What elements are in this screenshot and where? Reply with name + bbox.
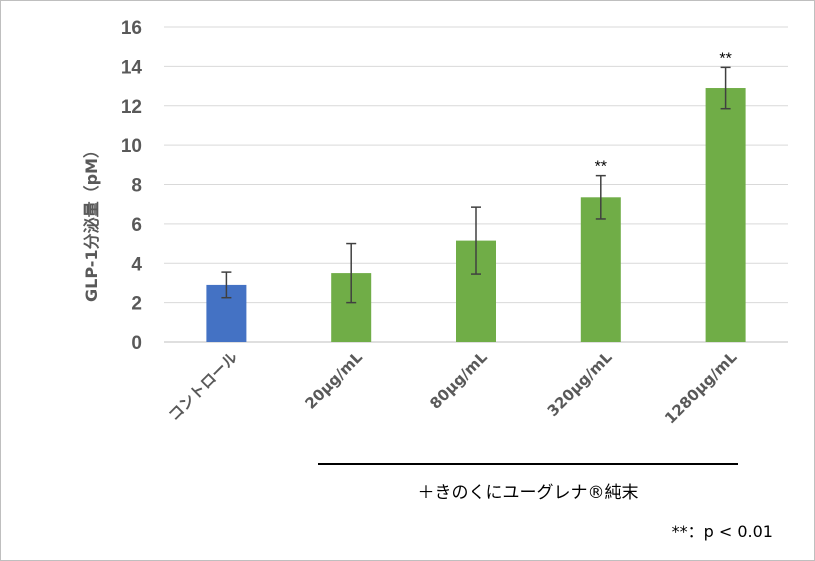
- x-tick-label: 20μg/mL: [301, 348, 366, 413]
- gridlines: [164, 26, 788, 343]
- x-tick-label: 1280μg/mL: [661, 348, 741, 428]
- significance-note: **：p < 0.01: [672, 522, 773, 541]
- y-tick-label: 4: [131, 254, 142, 275]
- x-tick-label: 80μg/mL: [426, 348, 491, 413]
- y-axis-label: GLP-1分泌量（pM）: [82, 142, 101, 302]
- y-tick-label: 0: [131, 333, 142, 354]
- significance-mark: **: [595, 159, 607, 176]
- y-tick-label: 10: [121, 136, 142, 157]
- y-tick-label: 12: [121, 97, 142, 118]
- significance-mark: **: [719, 50, 731, 67]
- bar: [705, 88, 746, 342]
- y-tick-label: 8: [131, 176, 142, 197]
- bar: [580, 197, 621, 342]
- y-tick-labels: 0 2 4 6 8 10 12 14 16: [121, 18, 143, 354]
- x-tick-label: 320μg/mL: [544, 348, 616, 420]
- x-tick-label: コントロール: [165, 348, 241, 424]
- y-tick-label: 16: [121, 18, 142, 39]
- x-tick-labels: コントロール 20μg/mL 80μg/mL 320μg/mL 1280μg/mL: [165, 348, 741, 428]
- y-tick-label: 14: [121, 57, 143, 78]
- y-tick-label: 2: [131, 294, 142, 315]
- treatment-label: ＋きのくにユーグレナ®純末: [418, 483, 639, 503]
- significance-marks: ** **: [595, 50, 732, 175]
- error-bars: [221, 66, 731, 304]
- y-tick-label: 6: [131, 215, 142, 236]
